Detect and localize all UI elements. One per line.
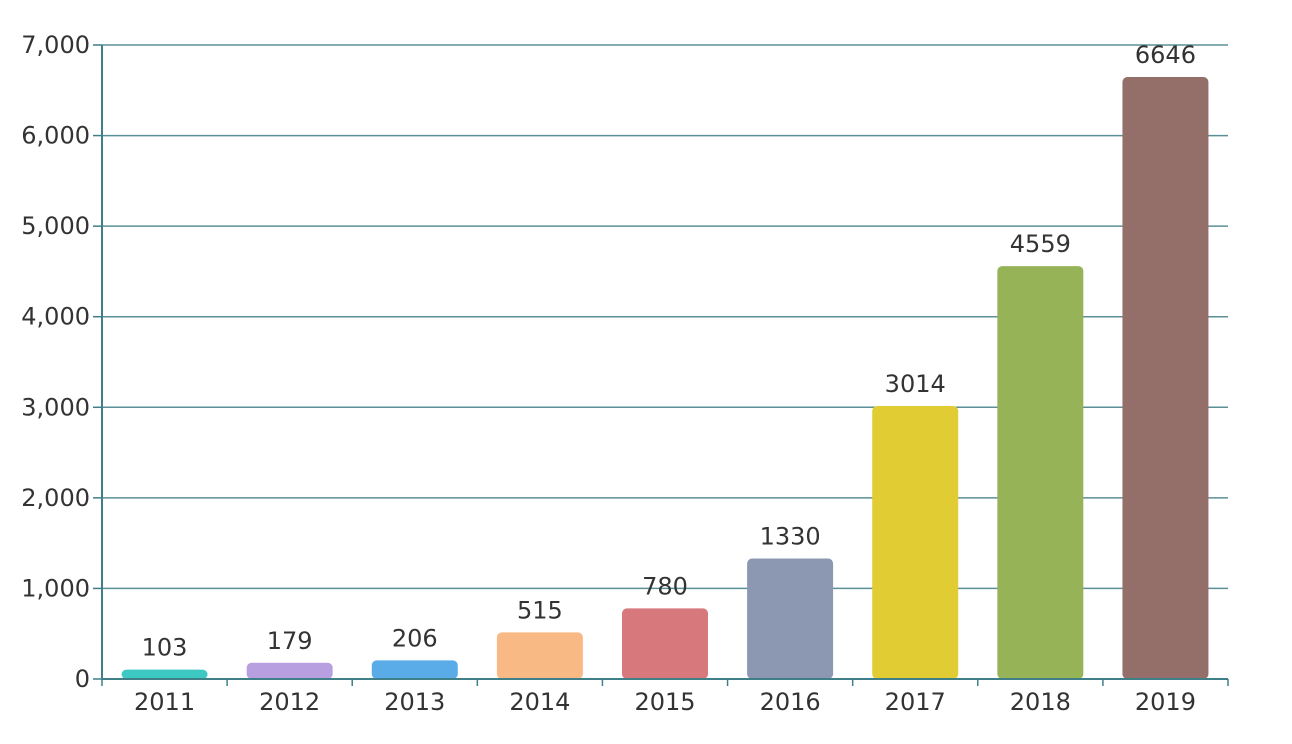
axes — [93, 44, 1229, 686]
bar-2013 — [371, 660, 458, 679]
gridlines — [102, 44, 1228, 590]
x-tick-label-2016: 2016 — [760, 688, 821, 716]
y-tick-label: 6,000 — [21, 122, 90, 150]
data-label-2018: 4559 — [1010, 230, 1071, 258]
x-tick-label-2017: 2017 — [885, 688, 946, 716]
y-tick-label: 7,000 — [21, 31, 90, 59]
data-label-2014: 515 — [517, 596, 563, 624]
bar-2014 — [496, 632, 583, 679]
x-tick-label-2018: 2018 — [1010, 688, 1071, 716]
bar-2016 — [747, 558, 834, 679]
bar-2015 — [622, 608, 708, 679]
bar-2018 — [997, 266, 1084, 679]
bar-2019 — [1122, 77, 1209, 680]
y-tick-label: 3,000 — [21, 393, 90, 421]
data-label-2012: 179 — [267, 627, 313, 655]
data-label-2015: 780 — [642, 572, 688, 600]
x-tick-label-2011: 2011 — [134, 688, 195, 716]
labels: 0 1,000 2,000 3,000 4,000 5,000 6,000 7,000 103 2… — [21, 31, 1196, 716]
data-label-2019: 6646 — [1135, 41, 1196, 69]
y-tick-label: 1,000 — [21, 574, 90, 602]
y-tick-label: 5,000 — [21, 212, 90, 240]
x-tick-label-2012: 2012 — [259, 688, 320, 716]
x-tick-label-2013: 2013 — [384, 688, 445, 716]
data-label-2017: 3014 — [885, 370, 946, 398]
y-tick-label: 4,000 — [21, 303, 90, 331]
x-tick-label-2015: 2015 — [634, 688, 695, 716]
x-tick-label-2019: 2019 — [1135, 688, 1196, 716]
data-label-2016: 1330 — [760, 523, 821, 551]
data-label-2011: 103 — [142, 634, 188, 662]
bar-2017 — [872, 406, 959, 679]
y-tick-label: 2,000 — [21, 484, 90, 512]
bars — [121, 77, 1209, 680]
bar-2012 — [246, 662, 333, 679]
bar-2011 — [121, 669, 208, 679]
data-label-2013: 206 — [392, 624, 438, 652]
x-tick-label-2014: 2014 — [509, 688, 570, 716]
y-tick-label: 0 — [75, 665, 90, 693]
